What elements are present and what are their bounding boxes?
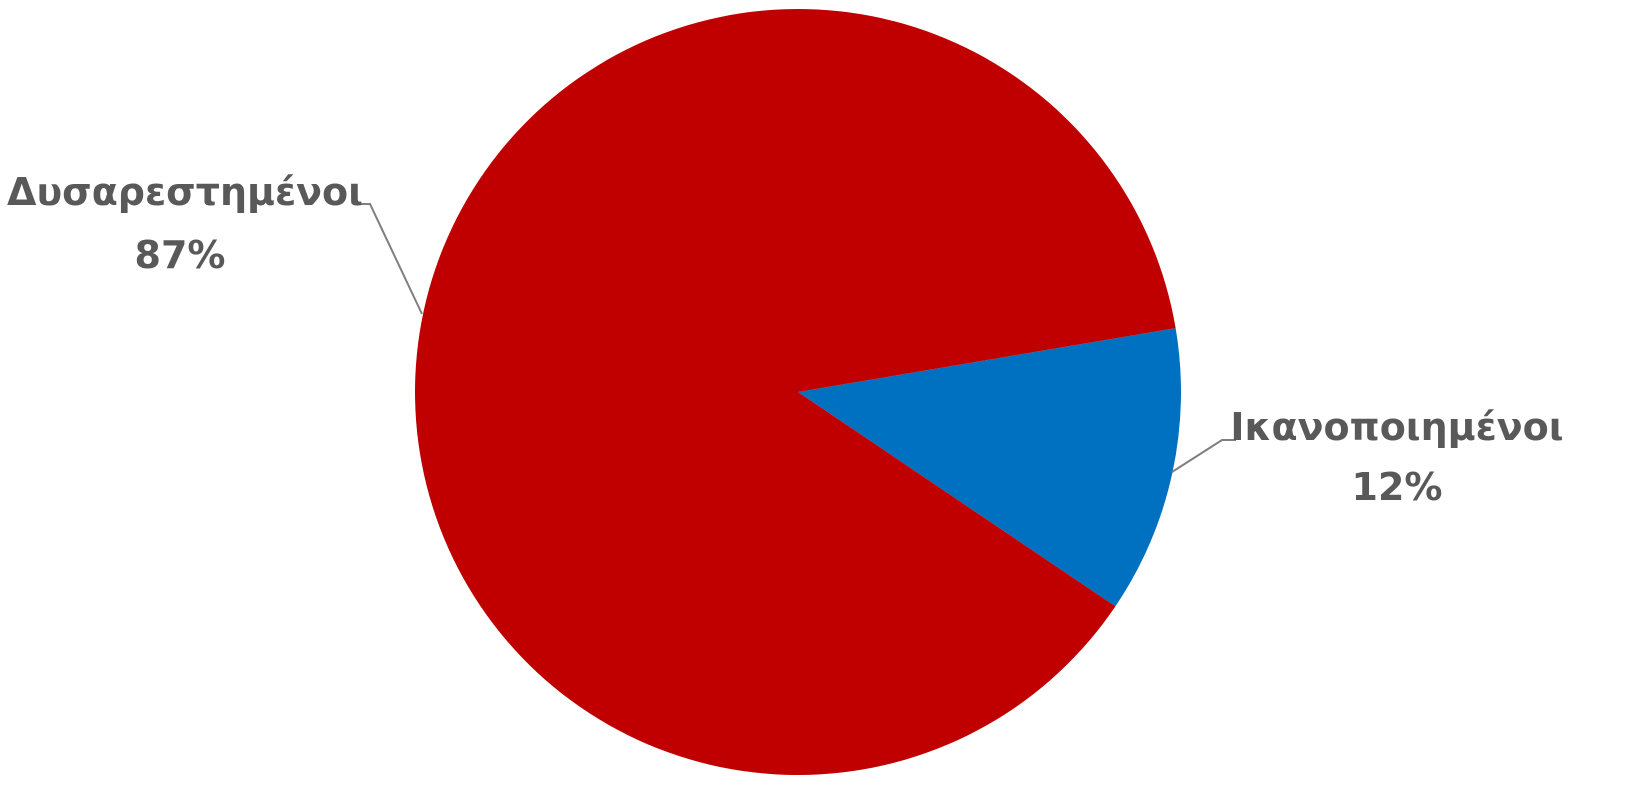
pie-slice-2: [415, 8, 1176, 775]
data-labels: Ικανοποιημένοι 12% Δυσαρεστημένοι 87%: [7, 170, 1564, 509]
slice-category-label-2: Δυσαρεστημένοι: [7, 170, 363, 214]
slice-percent-label-2: 87%: [135, 233, 226, 277]
pie-slices: [415, 8, 1182, 775]
leader-line-1: [1171, 439, 1236, 473]
slice-category-label-1: Ικανοποιημένοι: [1230, 405, 1563, 449]
leader-lines: [356, 203, 1236, 473]
leader-line-2: [356, 203, 423, 315]
pie-slice-1: [798, 328, 1182, 607]
slice-percent-label-1: 12%: [1352, 465, 1443, 509]
